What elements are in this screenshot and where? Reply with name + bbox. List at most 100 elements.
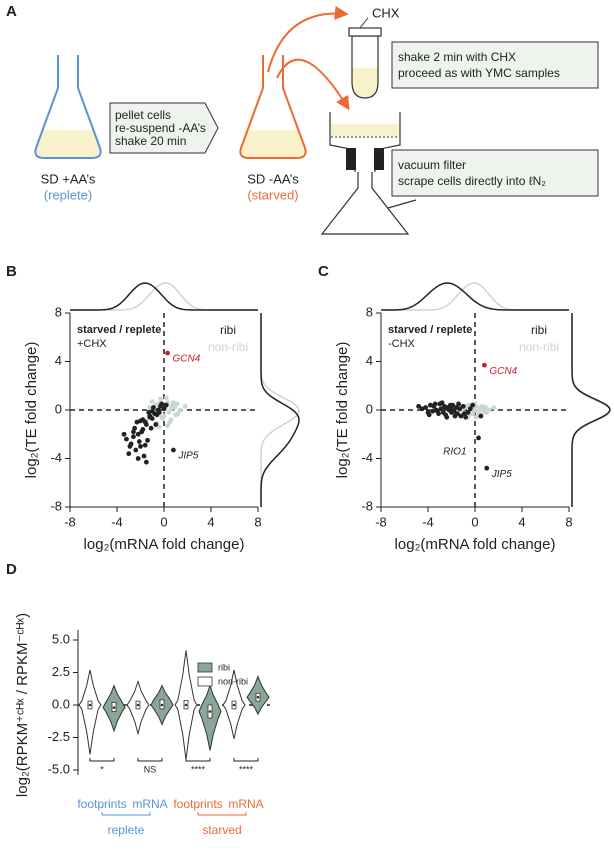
condition-label: starved bbox=[202, 823, 241, 837]
point bbox=[156, 424, 162, 430]
point bbox=[136, 439, 142, 444]
marginal-density bbox=[260, 313, 300, 507]
x-tick-label: 8 bbox=[565, 514, 572, 529]
point bbox=[126, 451, 132, 457]
y-axis-label: log₂(RPKM⁺ᶜᴴˣ / RPKM⁻ᶜᴴˣ) bbox=[14, 613, 31, 797]
x-axis-label: log₂(mRNA fold change) bbox=[395, 536, 556, 553]
step-text: scrape cells directly into ℓN₂ bbox=[398, 174, 546, 188]
violin-median bbox=[256, 695, 260, 699]
flask-sublabel: (starved) bbox=[247, 187, 298, 202]
point bbox=[147, 405, 153, 410]
x-tick-label: -8 bbox=[64, 514, 76, 529]
legend-swatch bbox=[197, 676, 213, 687]
legend-label: ribi bbox=[531, 323, 547, 337]
point bbox=[153, 422, 159, 427]
point bbox=[133, 447, 139, 453]
x-tick-label: -4 bbox=[422, 514, 434, 529]
point bbox=[423, 405, 429, 410]
x-axis-label: log₂(mRNA fold change) bbox=[84, 536, 245, 553]
point bbox=[449, 406, 454, 412]
point bbox=[149, 399, 155, 404]
significance-bracket bbox=[137, 758, 163, 762]
point bbox=[143, 459, 149, 465]
y-tick-label: 4 bbox=[55, 353, 62, 368]
y-tick-label: 0 bbox=[55, 401, 62, 416]
point bbox=[467, 406, 473, 412]
panel-title: starved / replete bbox=[388, 324, 472, 336]
point bbox=[473, 414, 479, 420]
step-text: proceed as with YMC samples bbox=[398, 66, 560, 80]
point bbox=[163, 402, 169, 408]
legend-swatch bbox=[197, 662, 213, 673]
point bbox=[142, 442, 148, 448]
violin-median bbox=[184, 703, 188, 707]
point bbox=[470, 402, 476, 408]
point bbox=[439, 400, 445, 406]
point bbox=[142, 419, 148, 425]
point bbox=[127, 443, 133, 449]
point bbox=[148, 425, 154, 431]
y-tick-label: -8 bbox=[361, 498, 373, 513]
step-text: re-suspend -AA’s bbox=[115, 121, 206, 135]
panel-title: starved / replete bbox=[77, 324, 161, 336]
significance-label: **** bbox=[239, 764, 254, 774]
y-tick-label: 4 bbox=[366, 353, 373, 368]
point-label: JIP5 bbox=[491, 469, 512, 480]
y-tick-label: 8 bbox=[55, 304, 62, 319]
point bbox=[159, 401, 165, 407]
point bbox=[452, 413, 458, 419]
y-axis-label: log₂(TE fold change) bbox=[334, 342, 351, 479]
panel-label: A bbox=[6, 3, 17, 20]
point bbox=[491, 405, 497, 410]
point bbox=[442, 405, 447, 410]
point bbox=[124, 436, 129, 442]
point bbox=[463, 414, 468, 420]
violin-median bbox=[136, 703, 140, 707]
point bbox=[182, 403, 188, 409]
point bbox=[444, 414, 450, 420]
y-axis-label: log₂(TE fold change) bbox=[23, 342, 40, 479]
point-label: GCN4 bbox=[489, 366, 517, 377]
flask-label: SD -AA’s bbox=[247, 171, 299, 186]
tube-label: CHX bbox=[372, 5, 400, 20]
y-tick-label: 8 bbox=[366, 304, 373, 319]
arrow bbox=[276, 58, 350, 111]
point-label: RIO1 bbox=[443, 447, 466, 458]
marginal-density bbox=[381, 282, 569, 311]
point bbox=[131, 429, 136, 435]
x-tick-label: -8 bbox=[375, 514, 387, 529]
condition-label: replete bbox=[108, 823, 145, 837]
x-tick-label: 0 bbox=[160, 514, 167, 529]
point bbox=[457, 406, 463, 412]
point bbox=[145, 437, 150, 443]
point bbox=[149, 408, 155, 414]
arrow bbox=[267, 5, 349, 73]
point bbox=[135, 431, 141, 437]
point bbox=[435, 408, 440, 414]
point bbox=[484, 410, 490, 415]
step-box bbox=[391, 41, 599, 89]
point bbox=[456, 401, 461, 407]
marginal-density bbox=[571, 313, 611, 507]
legend-label: ribi bbox=[220, 323, 236, 337]
significance-bracket bbox=[185, 758, 211, 762]
x-tick-label: 8 bbox=[254, 514, 261, 529]
point bbox=[460, 403, 466, 409]
step-text: shake 20 min bbox=[115, 134, 186, 148]
y-tick-label: -2.5 bbox=[48, 729, 70, 744]
violin-median bbox=[160, 703, 164, 707]
violin-median bbox=[232, 703, 236, 707]
step-box bbox=[391, 149, 599, 197]
y-tick-label: -4 bbox=[50, 450, 62, 465]
point bbox=[140, 427, 146, 432]
point bbox=[141, 453, 147, 459]
flask-starved bbox=[239, 55, 307, 159]
significance-bracket bbox=[89, 758, 115, 762]
point bbox=[426, 412, 432, 418]
violin bbox=[78, 669, 102, 755]
vacuum-filter bbox=[320, 112, 417, 235]
x-tick-label: footprints bbox=[77, 797, 126, 811]
point bbox=[163, 395, 169, 401]
x-tick-label: 4 bbox=[207, 514, 214, 529]
